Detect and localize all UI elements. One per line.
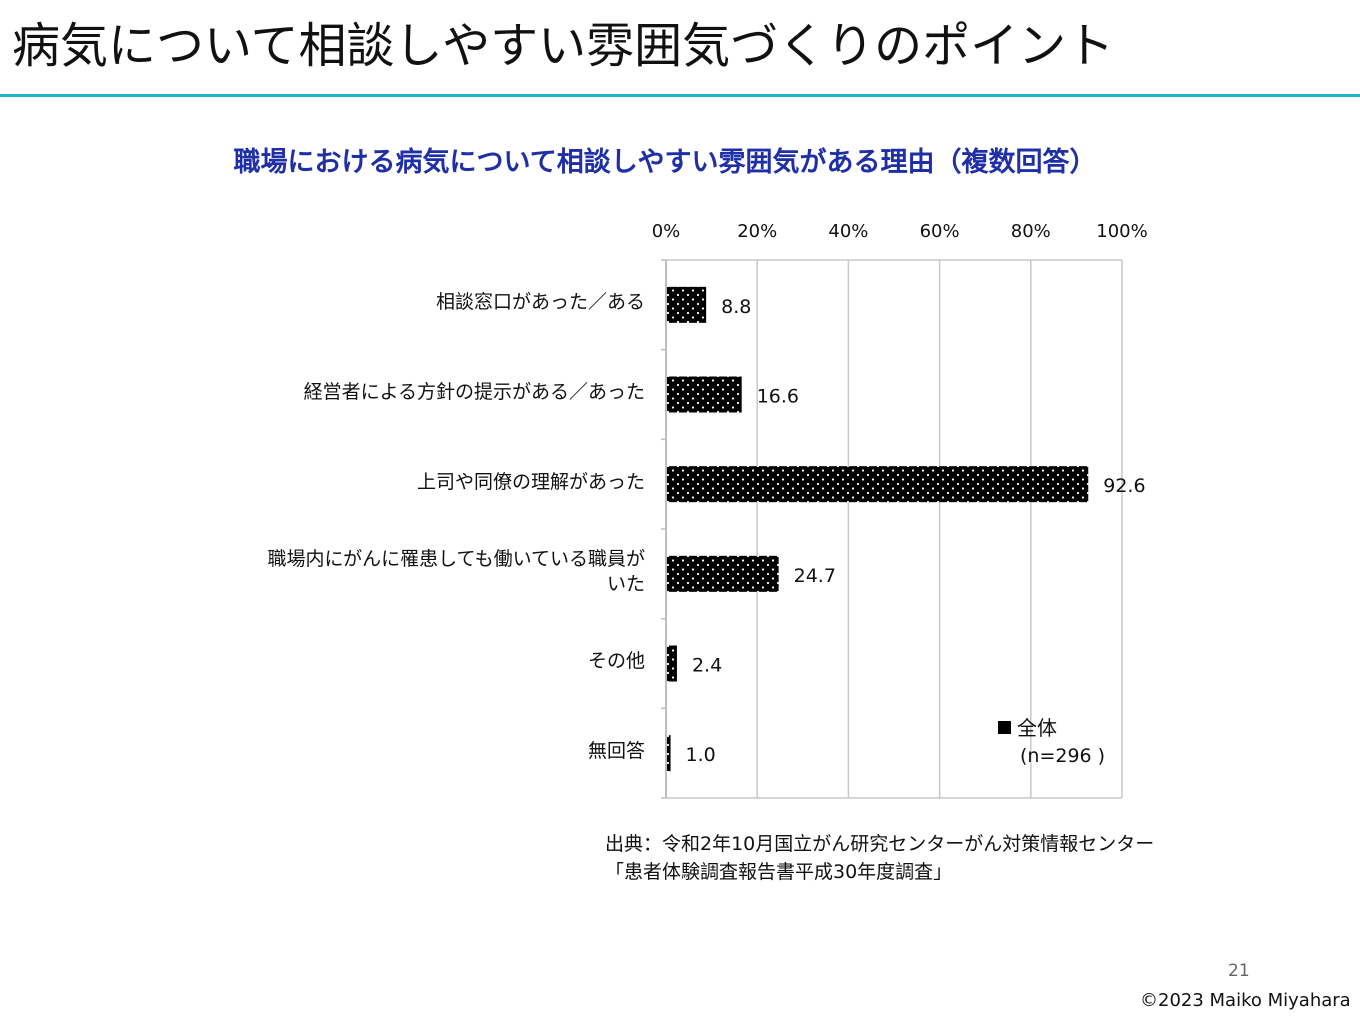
source-citation: 出典：令和2年10月国立がん研究センターがん対策情報センター 「患者体験調査報告… (605, 830, 1154, 886)
x-tick-label: 80% (1011, 221, 1051, 242)
copyright: ©2023 Maiko Miyahara (1140, 990, 1351, 1011)
bar-value-label: 1.0 (686, 744, 716, 766)
slide-title: 病気について相談しやすい雰囲気づくりのポイント (12, 18, 1115, 74)
bar-value-label: 16.6 (757, 386, 799, 408)
x-axis-ticks: 0% 20% 40% 60% 80% 100% (652, 221, 1148, 242)
source-line-1: 出典：令和2年10月国立がん研究センターがん対策情報センター (605, 833, 1155, 855)
x-tick-label: 0% (652, 221, 681, 242)
bar (667, 645, 677, 682)
bar (667, 735, 671, 772)
x-tick-label: 20% (737, 221, 777, 242)
category-label: その他 (587, 650, 645, 672)
legend-note: (n=296 ) (1020, 745, 1106, 767)
category-label: 無回答 (587, 739, 645, 762)
bar-value-label: 8.8 (721, 296, 751, 318)
chart-title: 職場における病気について相談しやすい雰囲気がある理由（複数回答） (233, 147, 1097, 178)
bar (667, 466, 1089, 503)
source-line-2: 「患者体験調査報告書平成30年度調査」 (605, 861, 953, 883)
x-tick-label: 100% (1096, 221, 1147, 242)
page-number: 21 (1228, 961, 1250, 981)
bar-value-label: 24.7 (794, 565, 836, 587)
legend-swatch (998, 721, 1011, 734)
legend: 全体 (n=296 ) (998, 712, 1105, 767)
title-rule (0, 94, 1360, 97)
x-tick-label: 60% (920, 221, 960, 242)
category-label: 職場内にがんに罹患しても働いている職員が いた (267, 547, 645, 595)
bar (667, 376, 742, 413)
category-label: 上司や同僚の理解があった (416, 470, 645, 493)
bars (667, 286, 1089, 772)
bar-value-label: 92.6 (1103, 475, 1145, 497)
value-labels: 8.8 16.6 92.6 24.7 2.4 1.0 (686, 296, 1146, 766)
bar (667, 286, 707, 323)
category-label: 経営者による方針の提示がある／あった (303, 381, 645, 403)
bar-value-label: 2.4 (692, 655, 722, 677)
category-label: 相談窓口があった／ある (435, 291, 645, 314)
legend-label: 全体 (1017, 716, 1057, 740)
gridlines (661, 259, 1123, 799)
x-tick-label: 40% (828, 221, 868, 242)
bar (667, 555, 779, 592)
